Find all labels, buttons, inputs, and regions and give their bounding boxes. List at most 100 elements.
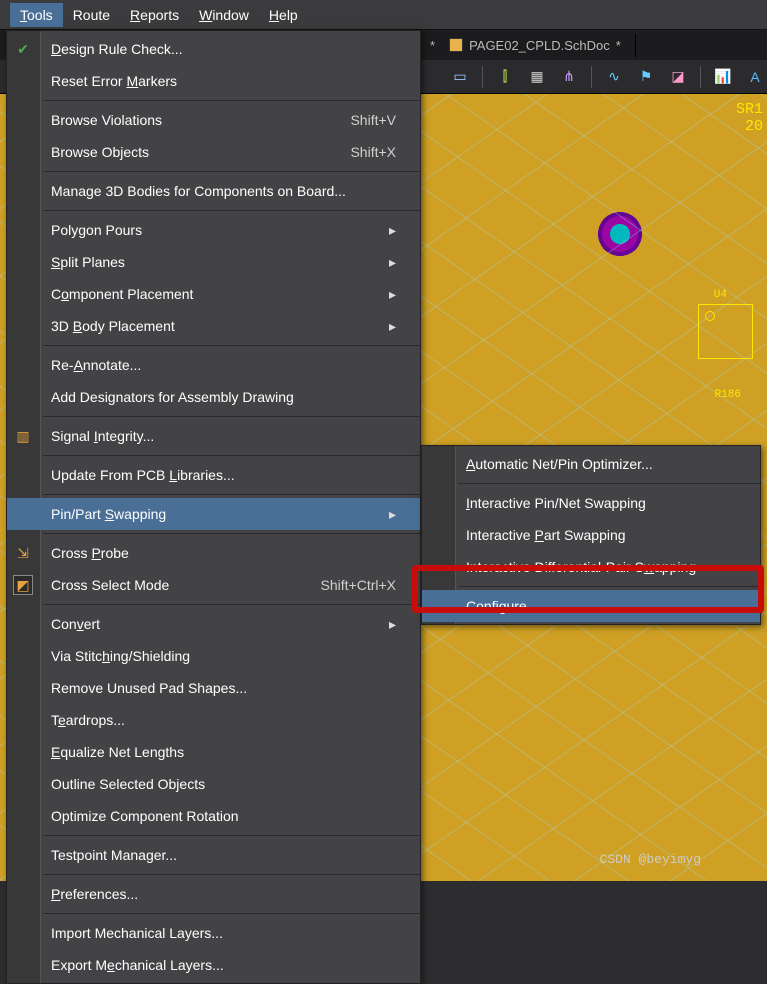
menu-item-label: Split Planes (51, 254, 389, 270)
submenu-arrow-icon: ▸ (389, 222, 396, 239)
menu-item-cross-select-mode[interactable]: ◩Cross Select ModeShift+Ctrl+X (7, 569, 420, 601)
chip-icon[interactable]: ▦ (527, 67, 547, 87)
menu-item-convert[interactable]: Convert▸ (7, 608, 420, 640)
menu-item-label: 3D Body Placement (51, 318, 389, 334)
menu-item-manage-3d-bodies-for-components-on-board[interactable]: Manage 3D Bodies for Components on Board… (7, 175, 420, 207)
document-filename: PAGE02_CPLD.SchDoc (469, 38, 610, 53)
menu-item-teardrops[interactable]: Teardrops... (7, 704, 420, 736)
menu-item-label: Interactive Pin/Net Swapping (466, 495, 736, 511)
menu-separator (43, 455, 420, 456)
menu-item-pin-part-swapping[interactable]: Pin/Part Swapping▸ (7, 498, 420, 530)
wave-icon[interactable]: ∿ (604, 67, 624, 87)
menu-item-label: Preferences... (51, 886, 396, 902)
menu-separator (43, 210, 420, 211)
probe-icon: ⇲ (13, 543, 33, 563)
menu-item-label: Reset Error Markers (51, 73, 396, 89)
menu-item-label: Convert (51, 616, 389, 632)
menu-item-update-from-pcb-libraries[interactable]: Update From PCB Libraries... (7, 459, 420, 491)
menu-item-signal-integrity[interactable]: ▥Signal Integrity... (7, 420, 420, 452)
menu-item-shortcut: Shift+V (350, 112, 396, 128)
menu-item-label: Browse Violations (51, 112, 310, 128)
chart-icon[interactable]: 📊 (713, 67, 733, 87)
menu-item-label: Design Rule Check... (51, 41, 396, 57)
menu-item-via-stitching-shielding[interactable]: Via Stitching/Shielding (7, 640, 420, 672)
route-icon[interactable]: ⋔ (559, 67, 579, 87)
menu-item-label: Cross Probe (51, 545, 396, 561)
menu-item-optimize-component-rotation[interactable]: Optimize Component Rotation (7, 800, 420, 832)
menu-item-label: Teardrops... (51, 712, 396, 728)
menu-item-label: Polygon Pours (51, 222, 389, 238)
menu-item-import-mechanical-layers[interactable]: Import Mechanical Layers... (7, 917, 420, 949)
pin-part-swapping-submenu: Automatic Net/Pin Optimizer... Interactiv… (421, 445, 761, 625)
component-outline (698, 304, 753, 359)
menu-item-cross-probe[interactable]: ⇲ Cross Probe (7, 537, 420, 569)
csel-icon: ◩ (13, 575, 33, 595)
menu-item-label: Outline Selected Objects (51, 776, 396, 792)
flag-icon[interactable]: ⚑ (636, 67, 656, 87)
menu-separator (43, 835, 420, 836)
menu-item-label: Component Placement (51, 286, 389, 302)
submenu-arrow-icon: ▸ (389, 506, 396, 523)
menu-item-label: Optimize Component Rotation (51, 808, 396, 824)
watermark: CSDN @beyimyg (600, 852, 701, 867)
menu-item-interactive-differential-pair-swapping[interactable]: Interactive Differential-Pair Swapping (422, 551, 760, 583)
menu-item-interactive-part-swapping[interactable]: Interactive Part Swapping (422, 519, 760, 551)
menu-item-export-mechanical-layers[interactable]: Export Mechanical Layers... (7, 949, 420, 981)
rule-icon: ✔ (13, 39, 33, 59)
menu-root-help[interactable]: Help (259, 3, 308, 27)
menu-item-automatic-net-pin-optimizer[interactable]: Automatic Net/Pin Optimizer... (422, 448, 760, 480)
menu-item-reset-error-markers[interactable]: Reset Error Markers (7, 65, 420, 97)
menu-separator (43, 345, 420, 346)
menu-item-label: Configure... (466, 598, 736, 614)
menu-item-add-designators-for-assembly-drawing[interactable]: Add Designators for Assembly Drawing (7, 381, 420, 413)
menu-separator (43, 100, 420, 101)
menu-item-design-rule-check[interactable]: ✔ Design Rule Check... (7, 33, 420, 65)
menu-item-split-planes[interactable]: Split Planes▸ (7, 246, 420, 278)
menubar: ToolsRouteReportsWindowHelp (0, 0, 767, 30)
menu-separator (43, 416, 420, 417)
menu-item-label: Add Designators for Assembly Drawing (51, 389, 396, 405)
menu-item-interactive-pin-net-swapping[interactable]: Interactive Pin/Net Swapping (422, 487, 760, 519)
menu-root-window[interactable]: Window (189, 3, 259, 27)
menu-item-outline-selected-objects[interactable]: Outline Selected Objects (7, 768, 420, 800)
refdes: R186 (715, 389, 741, 401)
menu-item-configure[interactable]: Configure... (422, 590, 760, 622)
menu-item-testpoint-manager[interactable]: Testpoint Manager... (7, 839, 420, 871)
text-icon[interactable]: A (745, 67, 765, 87)
menu-item-label: Pin/Part Swapping (51, 506, 389, 522)
rect-icon[interactable]: ▭ (450, 67, 470, 87)
menu-item-label: Interactive Part Swapping (466, 527, 736, 543)
menu-item-browse-violations[interactable]: Browse Violations Shift+V (7, 104, 420, 136)
menu-separator (458, 586, 760, 587)
menu-item-label: Browse Objects (51, 144, 310, 160)
document-tab[interactable]: PAGE02_CPLD.SchDoc * (435, 34, 636, 57)
menu-item-label: Interactive Differential-Pair Swapping (466, 559, 736, 575)
menu-separator (43, 171, 420, 172)
menu-item-re-annotate[interactable]: Re-Annotate... (7, 349, 420, 381)
bar-icon[interactable]: ⫿ (495, 67, 515, 87)
menu-item-shortcut: Shift+X (350, 144, 396, 160)
menu-root-route[interactable]: Route (63, 3, 120, 27)
menu-root-reports[interactable]: Reports (120, 3, 189, 27)
menu-item-component-placement[interactable]: Component Placement▸ (7, 278, 420, 310)
menu-separator (43, 494, 420, 495)
menu-item-equalize-net-lengths[interactable]: Equalize Net Lengths (7, 736, 420, 768)
menu-item-label: Re-Annotate... (51, 357, 396, 373)
menu-item-preferences[interactable]: Preferences... (7, 878, 420, 910)
menu-item-label: Cross Select Mode (51, 577, 281, 593)
tools-menu: ✔ Design Rule Check... Reset Error Markers… (6, 30, 421, 984)
submenu-arrow-icon: ▸ (389, 616, 396, 633)
menu-item-polygon-pours[interactable]: Polygon Pours▸ (7, 214, 420, 246)
menu-separator (43, 874, 420, 875)
menu-separator (43, 604, 420, 605)
crop-icon[interactable]: ◪ (668, 67, 688, 87)
menu-root-tools[interactable]: Tools (10, 3, 63, 27)
menu-item-label: Signal Integrity... (51, 428, 396, 444)
menu-item-browse-objects[interactable]: Browse Objects Shift+X (7, 136, 420, 168)
menu-item-label: Automatic Net/Pin Optimizer... (466, 456, 736, 472)
menu-item-label: Testpoint Manager... (51, 847, 396, 863)
menu-item-3d-body-placement[interactable]: 3D Body Placement▸ (7, 310, 420, 342)
menu-item-label: Remove Unused Pad Shapes... (51, 680, 396, 696)
menu-item-label: Update From PCB Libraries... (51, 467, 396, 483)
menu-item-remove-unused-pad-shapes[interactable]: Remove Unused Pad Shapes... (7, 672, 420, 704)
